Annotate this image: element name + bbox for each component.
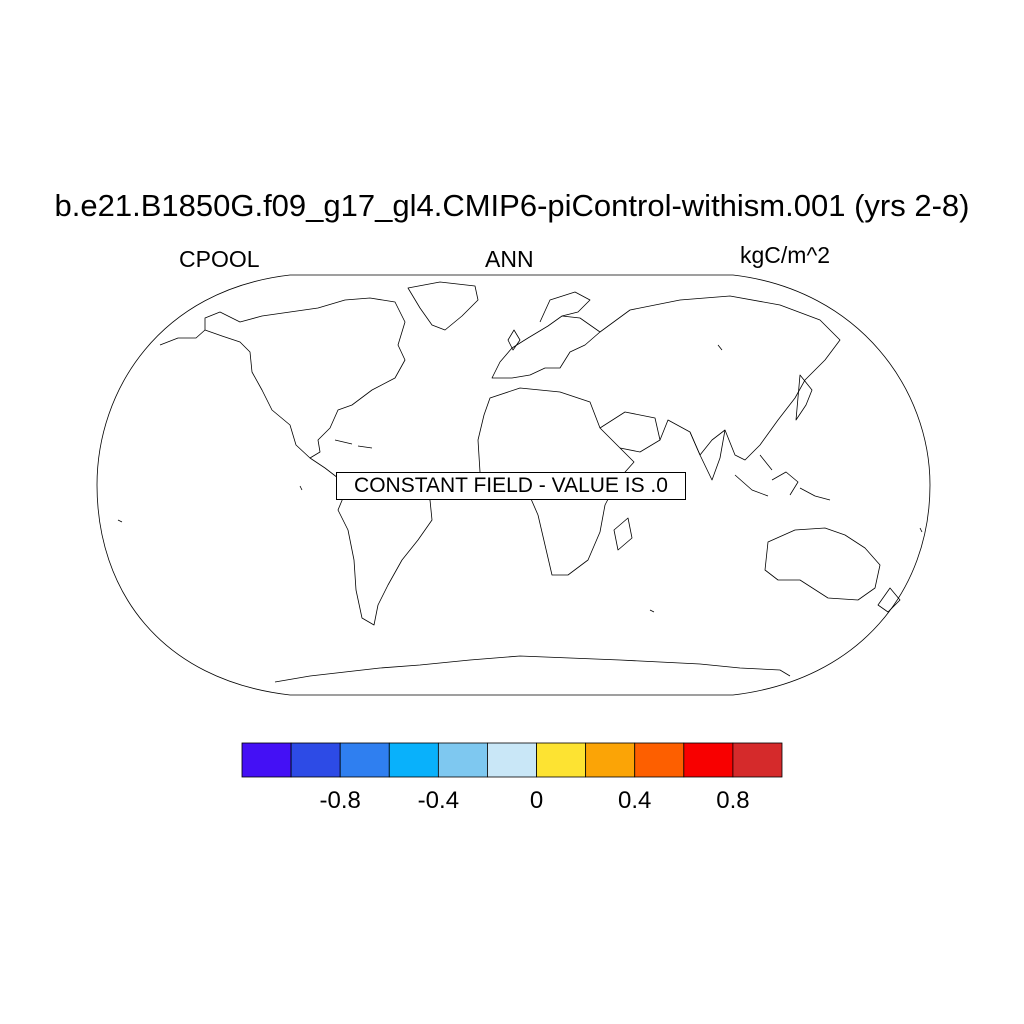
- colorbar-box: [487, 742, 537, 778]
- colorbar-box: [241, 742, 292, 778]
- coastline-new-zealand: [877, 587, 901, 613]
- season-label: ANN: [485, 246, 534, 272]
- coastline-arabia: [599, 411, 661, 453]
- colorbar-tick-label: 0: [529, 787, 544, 814]
- colorbar-box: [732, 742, 783, 778]
- colorbar-tick-label: -0.8: [319, 787, 361, 814]
- constant-field-notice: CONSTANT FIELD - VALUE IS .0: [336, 472, 686, 500]
- colorbar-box: [683, 742, 734, 778]
- colorbar-box: [634, 742, 685, 778]
- colorbar-box: [585, 742, 636, 778]
- colorbar-box: [388, 742, 439, 778]
- coastline-antarctica: [274, 655, 791, 683]
- units-label: kgC/m^2: [740, 242, 831, 268]
- colorbar-box: [339, 742, 390, 778]
- colorbar-box: [536, 742, 587, 778]
- coastline-north-america: [204, 297, 406, 459]
- variable-label: CPOOL: [179, 246, 260, 272]
- coastline-uk: [507, 329, 521, 351]
- coastline-se-asia: [734, 454, 831, 501]
- colorbar-tick-label: 0.4: [618, 787, 652, 814]
- coastline-australia: [764, 527, 881, 601]
- coastline-scandinavia: [539, 291, 591, 323]
- plot-title: b.e21.B1850G.f09_g17_gl4.CMIP6-piControl…: [54, 188, 970, 223]
- colorbar-box: [437, 742, 488, 778]
- coastline-greenland: [407, 281, 479, 331]
- coastline-alaska: [159, 329, 206, 346]
- coastline-small-islands: [117, 344, 923, 613]
- coastline-caribbean: [334, 439, 373, 449]
- coastline-japan: [795, 374, 813, 421]
- coastline-india: [689, 429, 726, 481]
- colorbar-tick-label: -0.4: [417, 787, 460, 814]
- coastline-asia: [599, 295, 841, 461]
- colorbar-box: [290, 742, 341, 778]
- coastline-madagascar: [613, 517, 633, 551]
- colorbar-tick-label: 0.8: [716, 787, 750, 814]
